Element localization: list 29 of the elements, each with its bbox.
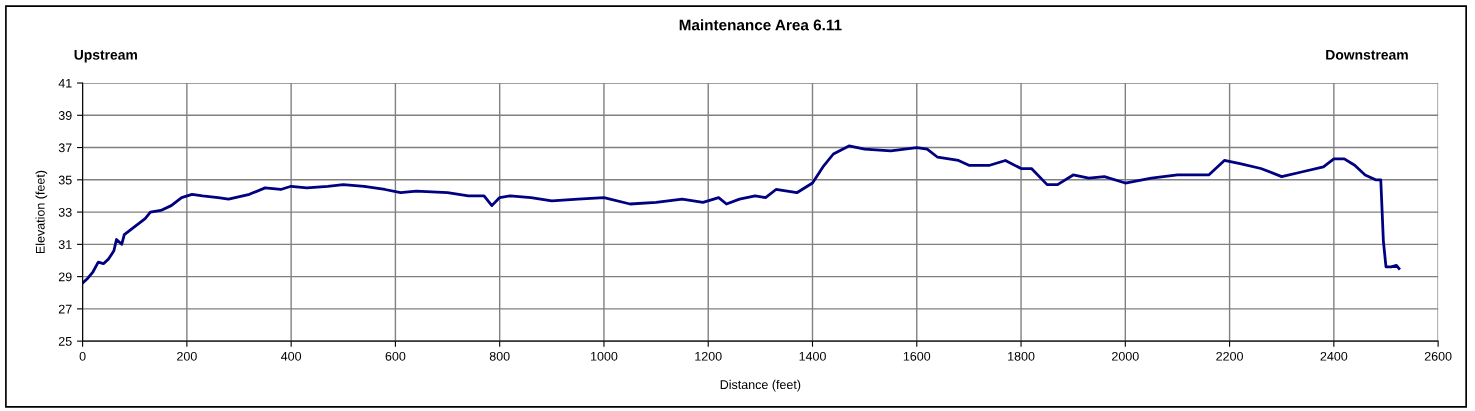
y-tick-label: 25 [58,336,72,346]
x-tick-label: 0 [79,351,86,361]
x-tick-label: 2000 [1112,351,1139,361]
y-tick-label: 29 [58,272,72,282]
x-tick-label: 1000 [591,351,618,361]
x-tick-label: 1600 [903,351,931,361]
x-tick-label: 800 [489,351,510,361]
y-tick-label: 41 [58,78,72,88]
x-tick-label: 400 [281,351,302,361]
y-tick-label: 27 [58,304,72,314]
x-tick-label: 1400 [799,351,826,361]
x-tick-label: 200 [177,351,197,361]
x-tick-label: 1200 [695,351,722,361]
x-tick-label: 2400 [1320,351,1348,361]
y-tick-label: 31 [58,240,72,249]
text: Upstream [74,50,137,63]
y-tick-label: 33 [58,207,72,217]
y-tick-label: 35 [58,175,72,185]
x-tick-label: 2600 [1424,351,1452,361]
x-tick-label: 2200 [1216,351,1243,361]
y-tick-label: 37 [58,143,72,153]
x-tick-label: 1800 [1008,351,1035,361]
chart-title: Maintenance Area 6.11 [679,19,842,31]
y-axis-title: Elevation (feet) [35,170,48,254]
y-tick-label: 39 [58,111,72,120]
text: Downstream [1326,50,1408,60]
x-tick-label: 600 [385,351,406,361]
x-axis-title: Distance (feet) [720,379,801,392]
line-series [82,144,1401,285]
